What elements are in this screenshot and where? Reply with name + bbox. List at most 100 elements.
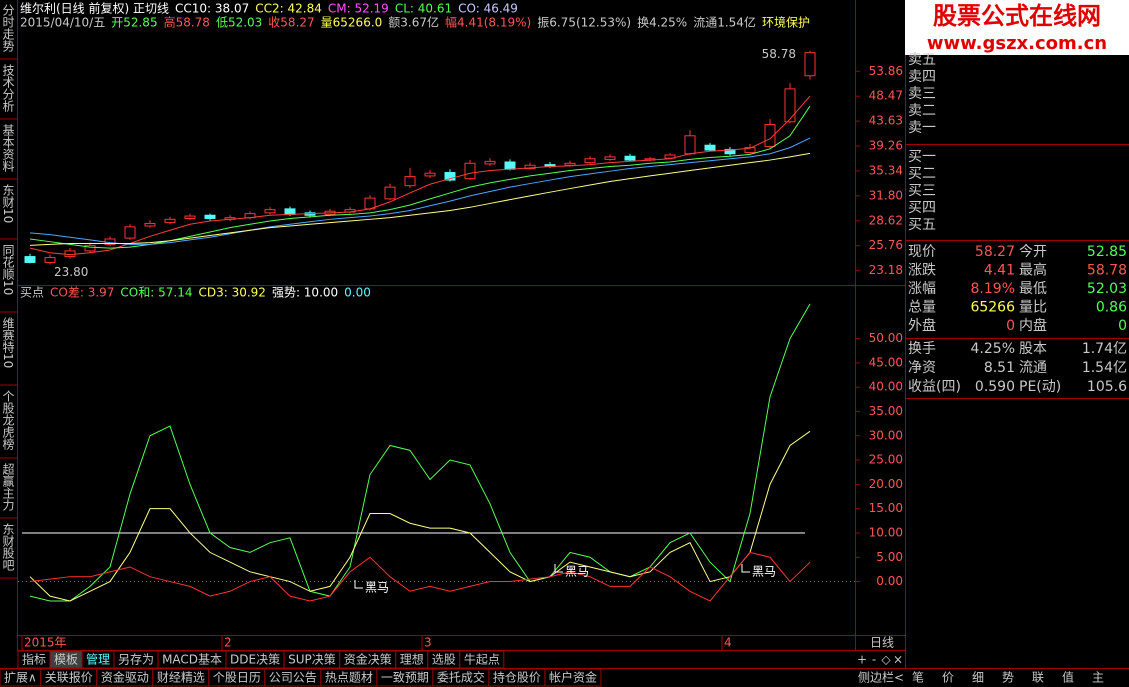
- indicator-line: [29, 303, 811, 602]
- left-tab[interactable]: 同花顺10: [1, 244, 15, 295]
- quote-cell: 58.27: [975, 244, 1015, 260]
- tab-label[interactable]: MACD基本: [162, 653, 222, 667]
- tab[interactable]: [544, 668, 602, 687]
- control[interactable]: +: [857, 653, 867, 667]
- y-tick-label: 39.26: [869, 139, 903, 153]
- tab-label[interactable]: 资金驱动: [101, 670, 149, 685]
- header-text: 低52.03: [216, 16, 262, 30]
- side-tab[interactable]: 值: [1062, 670, 1074, 685]
- candle-body: [404, 176, 416, 187]
- candle-body: [424, 172, 436, 177]
- candle-body: [784, 88, 796, 123]
- tab-label[interactable]: 扩展∧: [4, 671, 37, 685]
- tab-label[interactable]: 资金决策: [344, 652, 392, 667]
- annotation-arrow: [554, 564, 563, 573]
- quote-cell: 105.6: [1087, 379, 1127, 395]
- header-text: CD3: 30.92: [198, 286, 265, 300]
- header-text: 流通1.54亿: [693, 15, 756, 30]
- candle-body: [164, 218, 176, 224]
- candle-body: [764, 124, 776, 147]
- side-tab[interactable]: 势: [1002, 671, 1014, 685]
- quote-cell: 0.590: [975, 379, 1015, 395]
- tab-label[interactable]: 管理: [86, 652, 110, 667]
- candle-body: [284, 208, 296, 215]
- y-tick-label: 30.00: [869, 428, 903, 442]
- period: 日线: [870, 636, 894, 650]
- side-tab[interactable]: 笔: [912, 670, 924, 685]
- header-text: CO差: 3.97: [50, 286, 114, 300]
- candle-body: [384, 186, 396, 200]
- side-tab[interactable]: 联: [1032, 671, 1044, 685]
- quote-cell: 换手: [908, 340, 936, 357]
- control[interactable]: -: [872, 653, 876, 667]
- tab-label[interactable]: 委托成交: [437, 670, 485, 685]
- tab-label[interactable]: 选股: [432, 653, 456, 667]
- quote-cell: 1.74亿: [1082, 341, 1127, 357]
- header-text: 振6.75(12.53%): [537, 16, 631, 30]
- tab-label[interactable]: 一致预期: [381, 671, 429, 685]
- tab-label[interactable]: 关联报价: [45, 670, 93, 685]
- left-tab[interactable]: 东财股吧: [1, 523, 15, 571]
- ma-line: [29, 152, 811, 246]
- tab-label[interactable]: 热点题材: [325, 671, 373, 685]
- y-tick-label: 40.00: [869, 380, 903, 394]
- quote-cell: 净资: [908, 360, 936, 376]
- quote-cell: 今开: [1019, 244, 1047, 260]
- header-text: 环境保护: [762, 15, 810, 30]
- ma-line: [29, 137, 811, 245]
- control[interactable]: ×: [893, 653, 903, 667]
- quote-cell: 量比: [1019, 300, 1047, 316]
- candle-body: [724, 148, 736, 155]
- left-tab[interactable]: 超赢主力: [1, 462, 15, 512]
- logo-url: www.gszx.com.cn: [927, 33, 1107, 54]
- x-tick-label: 2: [224, 636, 232, 650]
- header-text: 高58.78: [164, 15, 210, 30]
- candle-body: [524, 164, 536, 170]
- left-tab[interactable]: 分时走势: [1, 4, 15, 52]
- tab-label[interactable]: 财经精选: [157, 671, 205, 685]
- quote-cell: 0.86: [1096, 300, 1127, 316]
- tab-label[interactable]: 模板: [54, 653, 78, 667]
- y-tick-label: 35.00: [869, 404, 903, 418]
- tab-label[interactable]: 指标: [22, 652, 46, 667]
- header-text: CO: 46.49: [458, 2, 518, 16]
- side-tab[interactable]: 细: [972, 671, 984, 685]
- quote-cell: 1.54亿: [1082, 360, 1127, 376]
- quote-cell: 8.51: [984, 360, 1015, 376]
- quote-cell: 8.19%: [971, 281, 1015, 297]
- tab-label[interactable]: DDE决策: [230, 653, 280, 667]
- tab-label[interactable]: 公司公告: [269, 671, 317, 685]
- order-book-label: 买二: [908, 166, 936, 182]
- left-tab[interactable]: 基本资料: [1, 124, 15, 172]
- tab-label[interactable]: 帐户资金: [549, 670, 597, 685]
- side-tab[interactable]: 价: [942, 671, 954, 685]
- candle-body: [44, 257, 56, 263]
- header-text: 开52.85: [111, 16, 157, 30]
- tab-label[interactable]: 理想: [400, 652, 424, 667]
- tab-label[interactable]: 牛起点: [464, 652, 500, 667]
- quote-cell: 涨幅: [908, 281, 936, 297]
- tab[interactable]: [459, 650, 505, 669]
- header-text: 0.00: [344, 286, 371, 300]
- left-tab[interactable]: 个股龙虎榜: [1, 390, 15, 451]
- tab-label[interactable]: SUP决策: [288, 653, 336, 667]
- tab-label[interactable]: 持仓股价: [493, 670, 541, 685]
- left-tab[interactable]: 东财10: [1, 184, 15, 224]
- left-tab[interactable]: 维赛特10: [1, 317, 15, 369]
- sidebar-toggle[interactable]: 侧边栏<: [858, 670, 904, 685]
- control[interactable]: ◇: [881, 653, 891, 667]
- header-text: 额3.67亿: [388, 15, 439, 30]
- candle-body: [744, 147, 756, 154]
- side-tab[interactable]: 主: [1092, 671, 1104, 685]
- header-text: CM: 52.19: [328, 2, 389, 16]
- order-book-label: 卖二: [908, 103, 936, 119]
- x-tick-label: 2015年: [24, 636, 67, 650]
- quote-cell: 65266: [970, 300, 1015, 316]
- tab-label[interactable]: 个股日历: [213, 671, 261, 685]
- tab-label[interactable]: 另存为: [118, 653, 154, 667]
- y-tick-label: 5.00: [876, 550, 903, 564]
- left-tab[interactable]: 技术分析: [1, 64, 15, 113]
- y-tick-label: 23.18: [869, 263, 903, 277]
